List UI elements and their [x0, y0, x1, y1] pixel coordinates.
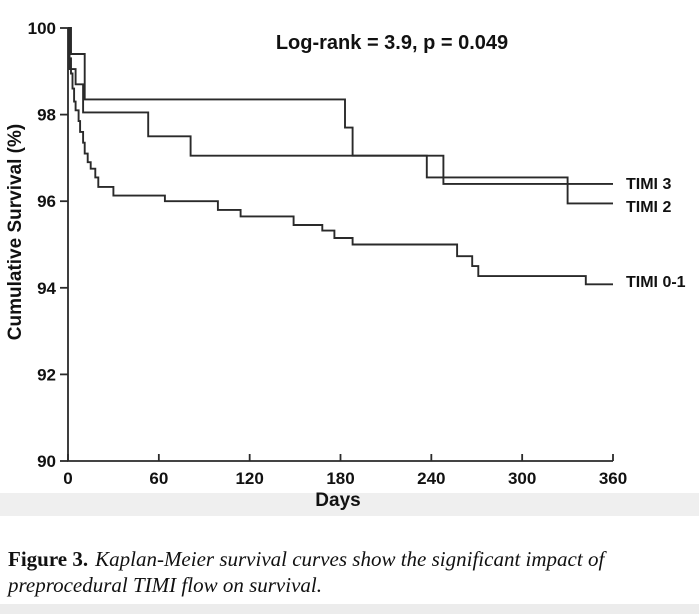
series-label-timi-2: TIMI 2	[626, 199, 671, 216]
caption-text-line2: preprocedural TIMI flow on survival.	[8, 573, 322, 597]
axes: 100 98 96 94 92 90 0 60 120 180 240 300 360	[28, 19, 628, 488]
axis-lines	[67, 28, 613, 462]
y-tick-label: 98	[37, 106, 56, 125]
x-tick-label: 0	[63, 469, 72, 488]
x-tick-label: 300	[508, 469, 536, 488]
series-curves: TIMI 3 TIMI 2 TIMI 0-1	[68, 27, 686, 291]
y-tick-label: 90	[37, 452, 56, 471]
y-tick-label: 96	[37, 192, 56, 211]
x-tick-label: 240	[417, 469, 445, 488]
x-tick-label: 360	[599, 469, 627, 488]
y-tick-label: 100	[28, 19, 56, 38]
series-curve-timi-3	[68, 27, 613, 185]
y-tick-label: 94	[37, 279, 56, 298]
x-tick-label: 60	[149, 469, 168, 488]
x-axis-title: Days	[315, 490, 360, 511]
y-tick-label: 92	[37, 365, 56, 384]
y-axis-title: Cumulative Survival (%)	[5, 124, 26, 340]
logrank-annotation: Log-rank = 3.9, p = 0.049	[276, 32, 508, 54]
series-curve-timi-2	[68, 27, 613, 205]
figure-caption: Figure 3. Kaplan-Meier survival curves sh…	[8, 546, 696, 598]
caption-figure-number: Figure 3.	[8, 547, 89, 571]
x-tick-label: 120	[235, 469, 263, 488]
caption-line-1: Figure 3. Kaplan-Meier survival curves sh…	[8, 546, 696, 572]
scan-noise-band-top	[0, 493, 699, 516]
series-curve-timi-0-1	[68, 27, 613, 286]
caption-line-2: preprocedural TIMI flow on survival.	[8, 572, 696, 598]
x-tick-label: 180	[326, 469, 354, 488]
series-label-timi-3: TIMI 3	[626, 176, 671, 193]
caption-text-line1: Kaplan-Meier survival curves show the si…	[95, 547, 605, 571]
series-label-timi-0-1: TIMI 0-1	[626, 274, 686, 291]
scan-noise-band-bottom	[0, 604, 699, 614]
